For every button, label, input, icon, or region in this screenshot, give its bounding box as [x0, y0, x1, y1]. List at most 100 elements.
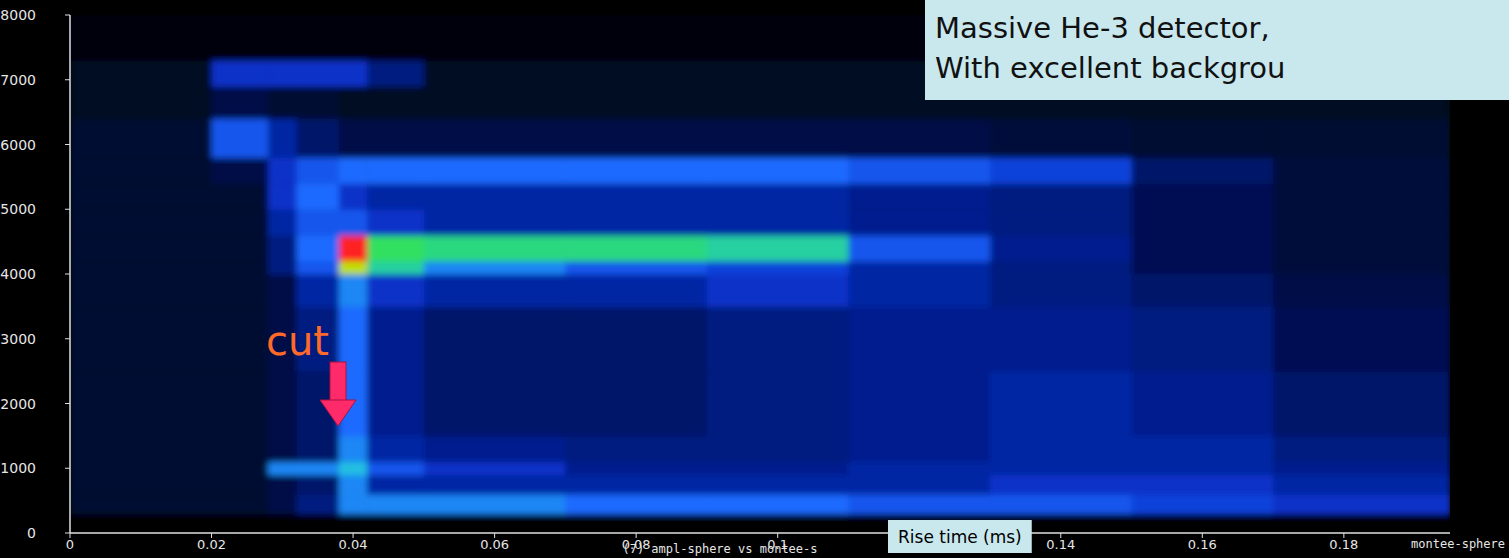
density-cell	[70, 261, 212, 274]
density-cell	[212, 475, 269, 495]
density-cell	[565, 235, 707, 261]
density-cell	[1273, 514, 1450, 533]
density-cell	[848, 261, 990, 274]
density-cell	[1273, 274, 1450, 307]
density-cell	[296, 86, 339, 119]
density-cell	[268, 494, 297, 514]
density-cell	[268, 514, 297, 533]
density-cell	[268, 371, 297, 436]
density-cell	[70, 494, 212, 514]
y-tick-label: 3000	[0, 331, 36, 347]
density-cell	[268, 183, 297, 209]
density-cell	[339, 60, 368, 86]
density-cell	[367, 86, 424, 119]
y-tick-label: 2000	[0, 396, 36, 412]
density-cell	[1132, 436, 1274, 462]
density-cell	[424, 209, 566, 235]
density-cell	[296, 494, 339, 514]
x-tick-label: 0.18	[1329, 537, 1358, 552]
density-cell	[990, 306, 1132, 371]
density-cell	[424, 183, 566, 209]
density-cell	[848, 494, 990, 514]
density-cell	[70, 235, 212, 261]
density-cell	[268, 86, 297, 119]
density-cell	[367, 157, 424, 183]
density-cell	[339, 436, 368, 462]
density-cell	[1132, 235, 1274, 261]
density-cell	[70, 274, 212, 307]
density-cell	[565, 494, 707, 514]
density-cell	[565, 371, 707, 436]
density-cell	[367, 436, 424, 462]
density-cell	[367, 371, 424, 436]
density-cell	[268, 274, 297, 307]
density-cell	[990, 274, 1132, 307]
density-cell	[424, 157, 566, 183]
density-cell	[990, 157, 1132, 183]
density-cell	[70, 371, 212, 436]
density-cell	[848, 274, 990, 307]
title-background	[925, 0, 1509, 100]
x-label-background	[888, 520, 1032, 553]
density-cell	[565, 306, 707, 371]
density-cell	[212, 494, 269, 514]
density-cell	[848, 475, 990, 495]
density-cell	[268, 119, 297, 158]
density-cell	[565, 60, 707, 86]
density-cell	[1132, 371, 1274, 436]
density-cell	[296, 60, 339, 86]
density-cell	[212, 60, 269, 86]
density-cell	[990, 436, 1132, 462]
density-cell	[339, 462, 368, 475]
density-cell	[367, 462, 424, 475]
density-cell	[1132, 274, 1274, 307]
density-cell	[707, 274, 849, 307]
density-cell	[707, 157, 849, 183]
density-cell	[565, 514, 707, 533]
density-cell	[990, 183, 1132, 209]
x-label-box: Rise time (ms)	[888, 520, 1032, 553]
density-cell	[367, 15, 424, 61]
density-cell	[367, 274, 424, 307]
density-cell	[268, 157, 297, 183]
density-cell	[424, 494, 566, 514]
density-cell	[565, 209, 707, 235]
density-cell	[1273, 261, 1450, 274]
density-cell	[296, 514, 339, 533]
density-cell	[367, 494, 424, 514]
density-cell	[707, 261, 849, 274]
density-cell	[848, 436, 990, 462]
density-cell	[339, 261, 368, 274]
title: Massive He-3 detector,	[935, 11, 1270, 45]
density-cell	[296, 15, 339, 61]
density-cell	[1273, 462, 1450, 475]
density-cell	[1132, 462, 1274, 475]
density-cell	[848, 462, 990, 475]
cut-label: cut	[266, 318, 329, 364]
density-cell	[70, 157, 212, 183]
density-cell	[212, 514, 269, 533]
density-cell	[70, 462, 212, 475]
density-cell	[848, 209, 990, 235]
x-tick-label: 0.06	[480, 537, 509, 552]
density-cell	[70, 15, 212, 61]
y-tick	[65, 209, 70, 210]
density-cell	[990, 209, 1132, 235]
density-cell	[1273, 475, 1450, 495]
density-cell	[990, 235, 1132, 261]
density-cell	[339, 209, 368, 235]
density-cell	[268, 261, 297, 274]
density-cell	[707, 462, 849, 475]
density-cell	[70, 119, 212, 158]
density-cell	[296, 183, 339, 209]
y-tick-label: 5000	[0, 201, 36, 217]
density-cell	[424, 60, 566, 86]
density-cell	[1273, 157, 1450, 183]
density-cell	[848, 183, 990, 209]
density-cell	[1132, 475, 1274, 495]
density-cell	[990, 494, 1132, 514]
density-cell	[565, 475, 707, 495]
y-tick-label: 4000	[0, 266, 36, 282]
density-cell	[1273, 436, 1450, 462]
density-cell	[212, 235, 269, 261]
